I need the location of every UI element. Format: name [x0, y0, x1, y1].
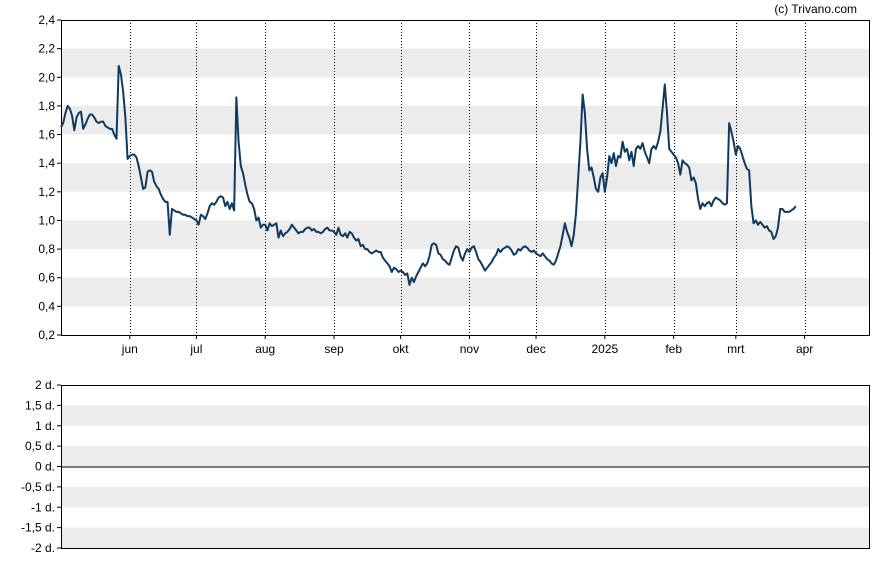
y-tick-label: 1,8	[38, 99, 55, 113]
x-tick-label: feb	[665, 342, 682, 356]
y-tick-label: -2 d.	[31, 541, 55, 555]
bottom-panel-y-ticks: 2 d. 1,5 d. 1 d. 0,5 d. 0 d. -0,5 d. -1 d. -1,5…	[21, 378, 61, 555]
band	[61, 220, 869, 250]
x-tick-label: 2025	[591, 342, 618, 356]
y-tick-label: -1,5 d.	[21, 521, 55, 535]
band	[61, 48, 869, 78]
band	[61, 405, 869, 426]
y-tick-label: 2,2	[38, 42, 55, 56]
bottom-panel-axes	[61, 385, 870, 549]
band	[61, 446, 869, 467]
series-line	[60, 64, 797, 286]
y-tick-label: 1,5 d.	[25, 398, 55, 412]
y-tick-label: 2,4	[38, 13, 55, 27]
x-tick-label: jun	[121, 342, 138, 356]
band	[61, 105, 869, 135]
x-tick-label: aug	[255, 342, 275, 356]
x-tick-label: dec	[526, 342, 545, 356]
y-tick-label: -1 d.	[31, 500, 55, 514]
y-tick-label: 0,8	[38, 242, 55, 256]
y-tick-label: 1,2	[38, 185, 55, 199]
y-tick-label: 2,0	[38, 70, 55, 84]
top-panel-bands	[61, 48, 869, 307]
y-tick-label: 1,4	[38, 156, 55, 170]
y-tick-label: 0,6	[38, 271, 55, 285]
y-tick-label: 1 d.	[35, 419, 55, 433]
y-tick-label: 0,2	[38, 328, 55, 342]
band	[61, 277, 869, 307]
credit-label: (c) Trivano.com	[774, 2, 857, 16]
y-tick-label: 1,0	[38, 213, 55, 227]
top-panel-y-ticks: 0,2 0,4 0,6 0,8 1,0 1,2 1,4 1,6 1,8 2,0 2,2 2,4	[38, 13, 61, 342]
y-tick-label: -0,5 d.	[21, 480, 55, 494]
band	[61, 163, 869, 192]
top-panel-series	[60, 64, 797, 286]
x-tick-label: mrt	[727, 342, 745, 356]
bottom-panel-bands	[61, 405, 869, 548]
x-tick-label: jul	[189, 342, 202, 356]
band	[61, 527, 869, 548]
x-tick-label: nov	[460, 342, 479, 356]
y-tick-label: 0,5 d.	[25, 439, 55, 453]
top-panel-axes	[61, 20, 870, 336]
x-tick-label: okt	[393, 342, 410, 356]
y-tick-label: 0 d.	[35, 460, 55, 474]
top-panel-frame	[61, 20, 870, 336]
y-tick-label: 0,4	[38, 299, 55, 313]
x-tick-label: apr	[796, 342, 813, 356]
band	[61, 486, 869, 508]
y-tick-label: 1,6	[38, 128, 55, 142]
top-panel-x-ticks: jun jul aug sep okt nov dec 2025 feb mrt apr	[121, 335, 813, 356]
y-tick-label: 2 d.	[35, 378, 55, 392]
x-tick-label: sep	[324, 342, 344, 356]
